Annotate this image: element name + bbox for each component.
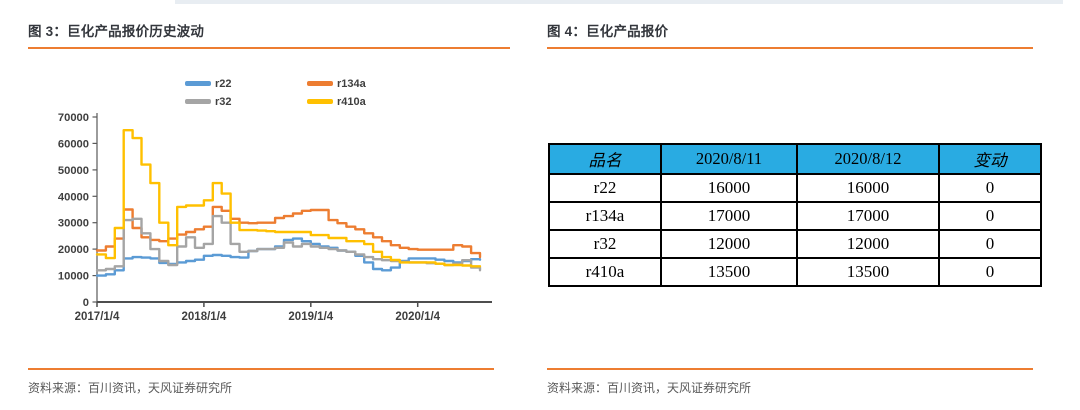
price-history-chart: r22 r134a r32 r410a 0 10000 20000 30000 40000 50… [30, 68, 530, 334]
y-axis-label: 40000 [58, 191, 89, 203]
figure4-title: 图 4：巨化产品报价 [547, 20, 1033, 49]
table-cell: r410a [548, 257, 662, 287]
table-header-row: 品名 2020/8/11 2020/8/12 变动 [548, 143, 1042, 175]
table-cell: 0 [938, 257, 1042, 287]
legend-label: r32 [215, 95, 232, 108]
table-cell: r32 [548, 229, 662, 259]
table-header-2: 2020/8/12 [796, 143, 940, 175]
legend-label: r134a [337, 77, 366, 90]
legend-item-r32: r32 [185, 94, 307, 109]
legend-swatch-r134a [307, 81, 333, 86]
legend-swatch-r32 [185, 99, 211, 104]
figure3-title: 图 3：巨化产品报价历史波动 [28, 20, 510, 49]
y-axis-label: 20000 [58, 244, 89, 256]
table-header-3: 变动 [938, 143, 1042, 175]
table-cell: 16000 [660, 173, 798, 203]
table-cell: 0 [938, 229, 1042, 259]
y-axis-label: 50000 [58, 165, 89, 177]
table-cell: 0 [938, 201, 1042, 231]
figure3-source: 资料来源：百川资讯，天风证券研究所 [28, 368, 494, 396]
table-cell: r22 [548, 173, 662, 203]
table-cell: 12000 [660, 229, 798, 259]
x-axis-label: 2019/1/4 [288, 311, 333, 323]
x-axis-label: 2018/1/4 [182, 311, 227, 323]
legend-item-r410a: r410a [307, 94, 429, 109]
table-row: r32 12000 12000 0 [548, 229, 1042, 259]
table-header-1: 2020/8/11 [660, 143, 798, 175]
y-axis-label: 70000 [58, 112, 89, 124]
legend-swatch-r22 [185, 81, 211, 86]
y-axis-label: 0 [83, 297, 89, 309]
table-head: 品名 2020/8/11 2020/8/12 变动 [548, 143, 1042, 175]
table-cell: 13500 [796, 257, 940, 287]
chart-legend: r22 r134a r32 r410a [185, 76, 429, 109]
top-strip [175, 0, 1063, 4]
figure4-source: 资料来源：百川资讯，天风证券研究所 [547, 368, 1033, 396]
series-line-r410a [95, 129, 482, 268]
table-cell: 17000 [796, 201, 940, 231]
price-table: 品名 2020/8/11 2020/8/12 变动 r22 16000 16000 0 r13… [548, 143, 1042, 287]
legend-label: r22 [215, 77, 232, 90]
table-header-0: 品名 [548, 143, 662, 175]
y-axis-label: 30000 [58, 218, 89, 230]
table-cell: 0 [938, 173, 1042, 203]
y-axis-label: 60000 [58, 138, 89, 150]
table-cell: r134a [548, 201, 662, 231]
y-axis-label: 10000 [58, 271, 89, 283]
table-cell: 13500 [660, 257, 798, 287]
table-row: r134a 17000 17000 0 [548, 201, 1042, 231]
table-row: r22 16000 16000 0 [548, 173, 1042, 203]
legend-label: r410a [337, 95, 366, 108]
x-axis-label: 2017/1/4 [75, 311, 120, 323]
table-body: r22 16000 16000 0 r134a 17000 17000 0 r32 12000 12… [548, 173, 1042, 287]
table-row: r410a 13500 13500 0 [548, 257, 1042, 287]
table-cell: 12000 [796, 229, 940, 259]
x-axis-label: 2020/1/4 [395, 311, 440, 323]
series-line-r22 [95, 237, 482, 277]
chart-svg: 0 10000 20000 30000 40000 50000 60000 70000 2017… [58, 112, 492, 323]
legend-item-r134a: r134a [307, 76, 429, 91]
table-cell: 16000 [796, 173, 940, 203]
legend-swatch-r410a [307, 99, 333, 104]
table-cell: 17000 [660, 201, 798, 231]
legend-item-r22: r22 [185, 76, 307, 91]
series-line-r134a [95, 205, 482, 259]
